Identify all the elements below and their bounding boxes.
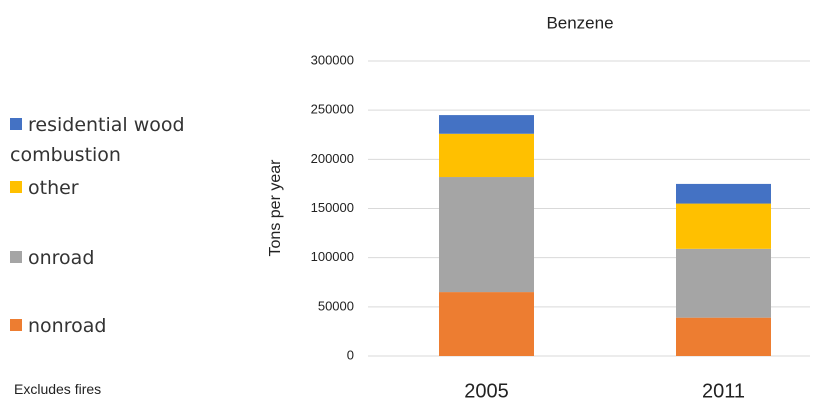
bar-segment xyxy=(439,292,534,356)
legend-item: onroad xyxy=(10,243,240,273)
y-tick-label: 0 xyxy=(347,347,354,362)
bar-segment xyxy=(439,177,534,293)
x-tick-label: 2011 xyxy=(702,380,745,402)
y-axis-label: Tons per year xyxy=(267,159,284,257)
legend-label: other xyxy=(28,177,79,199)
legend-swatch xyxy=(10,181,22,193)
y-tick-label: 150000 xyxy=(311,200,354,215)
bar-segment xyxy=(439,133,534,178)
legend-item: residential wood combustion xyxy=(10,110,240,170)
bar-segment xyxy=(439,115,534,134)
y-tick-label: 100000 xyxy=(311,249,354,264)
annotation: Excludes fires xyxy=(14,381,102,397)
legend-swatch xyxy=(10,319,22,331)
y-tick-label: 250000 xyxy=(311,102,354,117)
chart-title: Benzene xyxy=(546,13,613,32)
legend-swatch xyxy=(10,118,22,130)
legend-label: residential wood combustion xyxy=(10,114,185,166)
y-tick-label: 200000 xyxy=(311,151,354,166)
bar-segment xyxy=(676,248,771,318)
x-tick-label: 2005 xyxy=(464,380,509,402)
legend-swatch xyxy=(10,251,22,263)
y-tick-label: 50000 xyxy=(318,298,354,313)
bar-segment xyxy=(676,203,771,249)
legend-item: other xyxy=(10,173,240,203)
legend-label: nonroad xyxy=(28,315,107,337)
bar-segment xyxy=(676,183,771,204)
y-tick-label: 300000 xyxy=(311,52,354,67)
bar-segment xyxy=(676,317,771,356)
legend-item: nonroad xyxy=(10,311,240,341)
legend-label: onroad xyxy=(28,247,95,269)
